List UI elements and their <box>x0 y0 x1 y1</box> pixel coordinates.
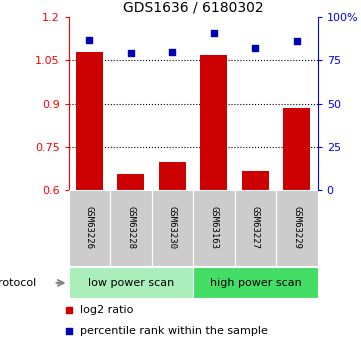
Bar <box>159 162 186 190</box>
Text: low power scan: low power scan <box>88 278 174 288</box>
Bar <box>193 190 235 266</box>
Text: GSM63163: GSM63163 <box>209 206 218 249</box>
Text: percentile rank within the sample: percentile rank within the sample <box>80 326 268 335</box>
Point <box>128 51 134 56</box>
Text: GSM63228: GSM63228 <box>126 206 135 249</box>
Text: protocol: protocol <box>0 278 36 288</box>
Bar <box>76 52 103 190</box>
Point <box>190 58 196 63</box>
Bar <box>152 190 193 266</box>
Text: GSM63226: GSM63226 <box>85 206 94 249</box>
Title: GDS1636 / 6180302: GDS1636 / 6180302 <box>123 1 264 15</box>
Point <box>252 46 258 51</box>
Text: GSM63227: GSM63227 <box>251 206 260 249</box>
Text: log2 ratio: log2 ratio <box>80 305 133 315</box>
Bar <box>193 267 318 298</box>
Text: high power scan: high power scan <box>209 278 301 288</box>
Bar <box>200 55 227 190</box>
Bar <box>69 267 193 298</box>
Point <box>294 39 300 44</box>
Point <box>190 247 196 253</box>
Point <box>169 49 175 55</box>
Bar <box>235 190 276 266</box>
Bar <box>110 190 152 266</box>
Bar <box>276 190 318 266</box>
Point <box>211 30 217 36</box>
Bar <box>283 108 310 190</box>
Bar <box>242 171 269 190</box>
Text: GSM63229: GSM63229 <box>292 206 301 249</box>
Point <box>87 37 92 42</box>
Bar <box>69 190 110 266</box>
Bar <box>117 174 144 190</box>
Text: GSM63230: GSM63230 <box>168 206 177 249</box>
